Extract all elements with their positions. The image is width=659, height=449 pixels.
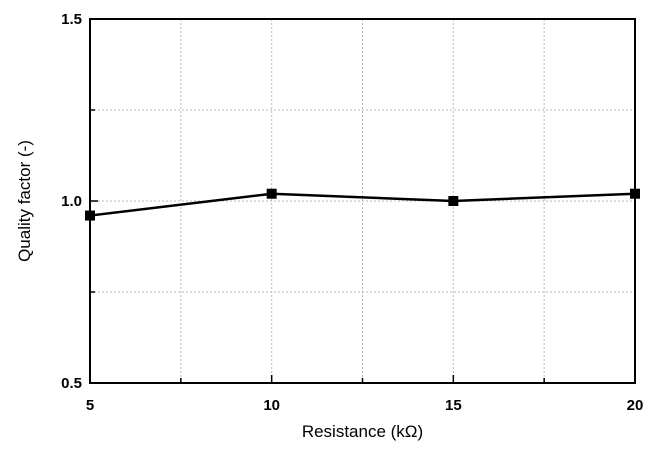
data-point — [85, 210, 95, 221]
y-tick-label: 1.0 — [61, 193, 82, 210]
y-axis-title: Quality factor (-) — [15, 140, 34, 262]
data-point — [266, 188, 277, 199]
series-line — [89, 192, 636, 217]
data-point — [448, 196, 459, 206]
tick-layer: 5 10 15 20 0.5 1.0 1.5 — [61, 11, 643, 414]
y-tick-label: 0.5 — [61, 375, 82, 392]
x-axis-title: Resistance (kΩ) — [302, 422, 423, 441]
data-point — [630, 188, 640, 199]
x-tick-label: 10 — [263, 397, 280, 414]
series-layer — [85, 188, 640, 221]
grid-layer — [90, 19, 635, 383]
x-tick-label: 5 — [86, 397, 94, 414]
y-tick-label: 1.5 — [61, 11, 82, 28]
x-tick-label: 20 — [627, 397, 644, 414]
x-tick-label: 15 — [445, 397, 462, 414]
